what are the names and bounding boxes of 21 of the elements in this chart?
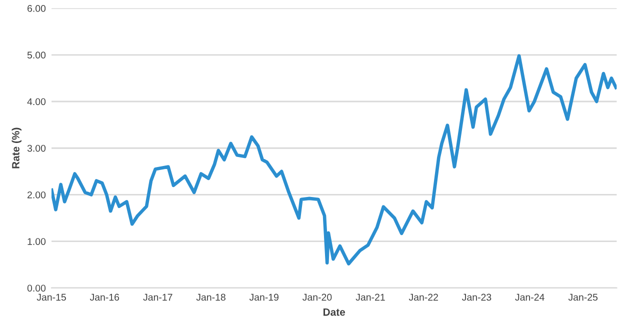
- y-axis-title: Rate (%): [12, 128, 22, 168]
- x-tick-label: Jan-23: [462, 294, 492, 301]
- x-tick-label: Jan-17: [143, 294, 172, 301]
- x-tick-label: Jan-22: [408, 294, 438, 301]
- y-tick-label: 1.00: [28, 238, 46, 245]
- x-tick-label: Jan-20: [302, 294, 332, 301]
- x-tick-label: Jan-16: [90, 294, 120, 301]
- y-tick-label: 2.00: [28, 191, 46, 198]
- y-tick-label: 5.00: [27, 52, 46, 59]
- y-tick-label: 6.00: [28, 5, 46, 12]
- line-series: [51, 54, 617, 266]
- x-tick-label: Jan-24: [515, 294, 544, 301]
- x-tick-label: Jan-15: [36, 294, 66, 301]
- x-tick-label: Jan-21: [356, 294, 385, 301]
- y-tick-label: 3.00: [27, 144, 46, 152]
- x-axis-title: Date: [324, 308, 346, 316]
- x-tick-label: Jan-25: [568, 294, 598, 301]
- x-tick-label: Jan-19: [249, 294, 279, 301]
- y-tick-label: 4.00: [27, 98, 46, 106]
- y-tick-label: 0.00: [27, 284, 46, 292]
- x-tick-label: Jan-18: [196, 294, 226, 301]
